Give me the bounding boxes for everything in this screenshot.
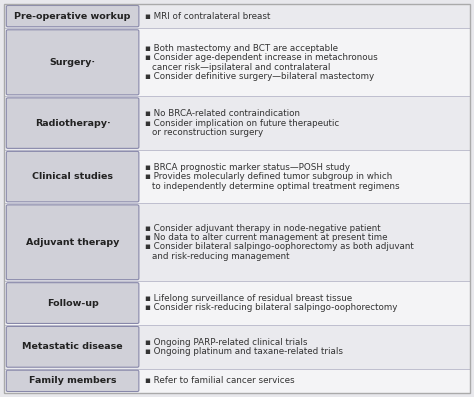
Bar [4, 369, 470, 393]
Text: ▪ Both mastectomy and BCT are acceptable: ▪ Both mastectomy and BCT are acceptable [146, 44, 338, 53]
Text: Metastatic disease: Metastatic disease [22, 342, 123, 351]
FancyBboxPatch shape [6, 30, 139, 95]
Text: ▪ BRCA prognostic marker status—POSH study: ▪ BRCA prognostic marker status—POSH stu… [146, 163, 350, 172]
FancyBboxPatch shape [6, 370, 139, 391]
Text: ▪ No BRCA-related contraindication: ▪ No BRCA-related contraindication [146, 109, 301, 118]
Text: ▪ Consider age-dependent increase in metachronous: ▪ Consider age-dependent increase in met… [146, 53, 378, 62]
Text: or reconstruction surgery: or reconstruction surgery [152, 128, 264, 137]
Text: Surgery·: Surgery· [49, 58, 96, 67]
Text: ▪ Consider bilateral salpingo-oophorectomy as both adjuvant: ▪ Consider bilateral salpingo-oophorecto… [146, 243, 414, 251]
FancyBboxPatch shape [6, 6, 139, 27]
Text: ▪ Consider risk-reducing bilateral salpingo-oophorectomy: ▪ Consider risk-reducing bilateral salpi… [146, 303, 398, 312]
Bar [4, 325, 470, 369]
FancyBboxPatch shape [6, 205, 139, 279]
Text: ▪ Consider definitive surgery—bilateral mastectomy: ▪ Consider definitive surgery—bilateral … [146, 72, 374, 81]
FancyBboxPatch shape [6, 326, 139, 367]
Text: ▪ Refer to familial cancer services: ▪ Refer to familial cancer services [146, 376, 295, 385]
Bar [4, 96, 470, 150]
Text: Clinical studies: Clinical studies [32, 172, 113, 181]
Bar [4, 203, 470, 281]
Bar [4, 281, 470, 325]
Text: and risk-reducing management: and risk-reducing management [152, 252, 290, 261]
Bar [4, 150, 470, 203]
Bar [4, 4, 470, 28]
Text: ▪ Lifelong surveillance of residual breast tissue: ▪ Lifelong surveillance of residual brea… [146, 294, 353, 303]
FancyBboxPatch shape [6, 283, 139, 324]
FancyBboxPatch shape [6, 151, 139, 202]
Text: ▪ Ongoing PARP-related clinical trials: ▪ Ongoing PARP-related clinical trials [146, 337, 308, 347]
Text: ▪ Ongoing platinum and taxane-related trials: ▪ Ongoing platinum and taxane-related tr… [146, 347, 343, 356]
Text: Family members: Family members [29, 376, 116, 385]
Text: Adjuvant therapy: Adjuvant therapy [26, 238, 119, 247]
FancyBboxPatch shape [6, 98, 139, 148]
Text: ▪ Consider implication on future therapeutic: ▪ Consider implication on future therape… [146, 119, 340, 127]
Text: Follow-up: Follow-up [47, 299, 99, 308]
Text: ▪ Provides molecularly defined tumor subgroup in which: ▪ Provides molecularly defined tumor sub… [146, 172, 392, 181]
Text: Pre-operative workup: Pre-operative workup [14, 12, 131, 21]
Text: ▪ MRI of contralateral breast: ▪ MRI of contralateral breast [146, 12, 271, 21]
Bar [4, 28, 470, 96]
Text: to independently determine optimal treatment regimens: to independently determine optimal treat… [152, 181, 400, 191]
Text: cancer risk—ipsilateral and contralateral: cancer risk—ipsilateral and contralatera… [152, 63, 331, 71]
Text: ▪ Consider adjuvant therapy in node-negative patient: ▪ Consider adjuvant therapy in node-nega… [146, 224, 381, 233]
Text: ▪ No data to alter current management at present time: ▪ No data to alter current management at… [146, 233, 388, 242]
Text: Radiotherapy·: Radiotherapy· [35, 119, 110, 127]
